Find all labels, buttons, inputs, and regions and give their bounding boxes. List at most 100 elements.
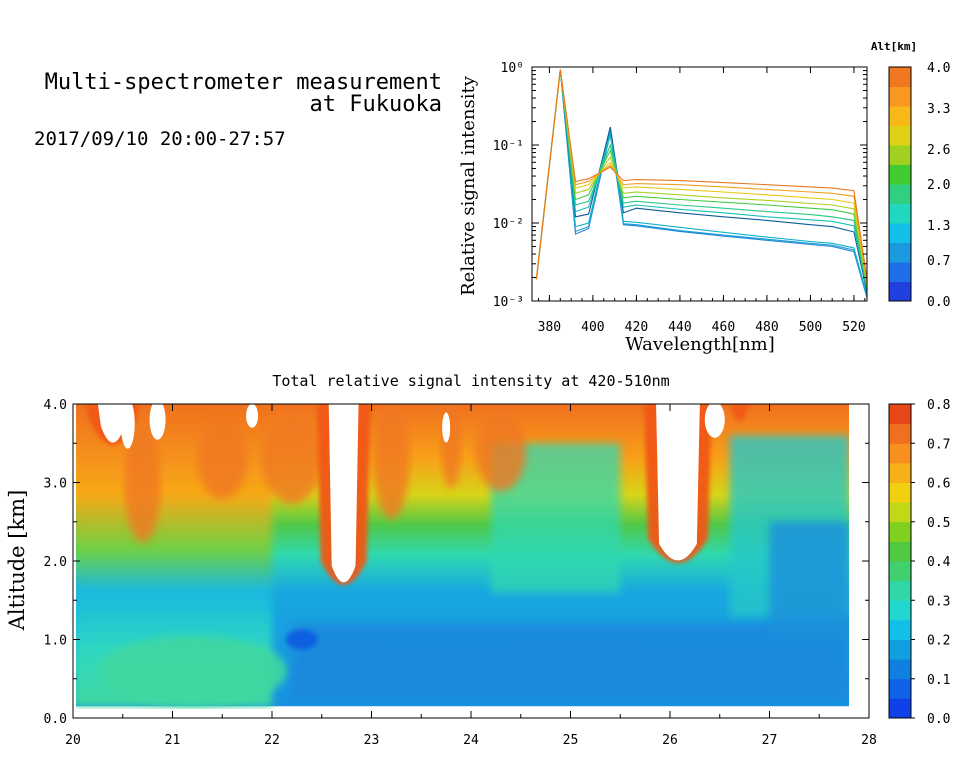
spectrum-colorbar-swatch: [889, 242, 911, 263]
heatmap-colorbar-swatch: [889, 443, 911, 464]
heatmap-colorbar-label: 0.0: [927, 712, 950, 727]
heatmap-colorbar-label: 0.7: [927, 437, 950, 452]
title-line-1: Multi-spectrometer measurement: [44, 70, 442, 95]
spectrum-series-line-1: [535, 69, 868, 298]
heatmap-y-axis-label: Altitude [km]: [5, 490, 29, 632]
heatmap-x-tick-label: 23: [364, 733, 380, 748]
cloud-saturated-speck: [246, 404, 259, 428]
spectrum-colorbar-label: 4.0: [927, 61, 950, 76]
figure-title: Multi-spectrometer measurement at Fukuok…: [10, 72, 442, 116]
spectrum-colorbar-label: 2.6: [927, 143, 950, 158]
heatmap-title: Total relative signal intensity at 420-5…: [272, 372, 669, 390]
spectrum-y-tick-label: 10⁻¹: [493, 139, 524, 154]
spectrum-colorbar-label: 0.7: [927, 254, 950, 269]
spectrum-series-line-4: [535, 69, 868, 290]
cloud-saturated-region: [656, 404, 700, 561]
heatmap-y-tick-label: 3.0: [44, 477, 67, 492]
spectrum-x-tick-label: 440: [668, 320, 691, 335]
spectrum-x-tick-label: 480: [755, 320, 778, 335]
cloud-saturated-speck: [149, 404, 166, 440]
heatmap-colorbar-swatch: [889, 659, 911, 680]
heatmap-colorbar-label: 0.1: [927, 673, 950, 688]
heatmap-y-tick-label: 2.0: [44, 555, 67, 570]
heatmap-colorbar-swatch: [889, 561, 911, 582]
spectrum-y-tick-label: 10⁻²: [493, 217, 524, 232]
heatmap-y-tick-label: 0.0: [44, 712, 67, 727]
heatmap-colorbar-label: 0.5: [927, 516, 950, 531]
heatmap-colorbar-swatch: [889, 404, 911, 425]
heatmap-colorbar-swatch: [889, 541, 911, 562]
spectrum-colorbar-swatch: [889, 262, 911, 282]
heatmap-intensity-streak: [441, 404, 462, 489]
spectrum-colorbar-swatch: [889, 86, 911, 107]
spectrum-colorbar-swatch: [889, 164, 911, 185]
spectrum-y-tick-label: 10⁰: [501, 61, 524, 76]
spectrum-colorbar-swatch: [889, 223, 911, 243]
heatmap-colorbar-label: 0.2: [927, 634, 950, 649]
spectrum-series-line-7: [535, 69, 868, 286]
heatmap-colorbar-swatch: [889, 639, 911, 660]
spectrum-colorbar-swatch: [889, 203, 911, 224]
spectrum-series-line-6: [535, 69, 868, 288]
spectrum-series-line-10: [535, 69, 868, 280]
heatmap-x-tick-label: 26: [662, 733, 678, 748]
heatmap-y-tick-label: 1.0: [44, 634, 67, 649]
spectrum-series-line-0: [535, 69, 868, 298]
heatmap-colorbar-swatch: [889, 521, 911, 542]
heatmap-x-tick-label: 28: [861, 733, 877, 748]
heatmap-colorbar-swatch: [889, 678, 911, 699]
heatmap-field-lower: [291, 623, 849, 699]
heatmap-intensity-streak: [261, 413, 322, 504]
heatmap-intensity-streak: [373, 404, 410, 519]
spectrum-colorbar-swatch: [889, 281, 911, 302]
spectrum-colorbar-title: Alt[km]: [871, 40, 917, 53]
heatmap-colorbar-swatch: [889, 462, 911, 483]
heatmap-x-tick-label: 27: [762, 733, 778, 748]
heatmap-field-right-low: [769, 521, 849, 640]
spectrum-line-chart: 380 400 420 440 460 480 500 52010⁻³10⁻²10⁻¹10⁰ …: [458, 40, 950, 355]
heatmap-colorbar-label: 0.6: [927, 477, 950, 492]
spectrum-colorbar-swatch: [889, 106, 911, 126]
heatmap-colorbar-label: 0.8: [927, 398, 950, 413]
spectrum-x-tick-label: 380: [538, 320, 561, 335]
cloud-saturated-region: [736, 404, 743, 420]
spectrum-x-tick-label: 460: [712, 320, 735, 335]
heatmap-colorbar-swatch: [889, 502, 911, 523]
spectrum-plot-frame: [531, 66, 868, 302]
heatmap-colorbar-swatch: [889, 482, 911, 503]
spectrum-y-axis-label: Relative signal intensity: [458, 75, 479, 296]
spectrum-series-line-5: [535, 69, 868, 288]
heatmap-colorbar-swatch: [889, 423, 911, 444]
heatmap-intensity-streak: [197, 418, 248, 499]
heatmap-y-tick-label: 4.0: [44, 398, 67, 413]
heatmap-blob: [97, 635, 288, 706]
spectrum-series-line-2: [535, 69, 868, 295]
spectrum-colorbar-frame: [888, 66, 912, 302]
spectrum-colorbar-label: 0.0: [927, 295, 950, 310]
heatmap-colorbar-label: 0.3: [927, 594, 950, 609]
spectrum-colorbar-swatch: [889, 145, 911, 165]
heatmap-intensity-streak: [124, 422, 161, 543]
spectrum-colorbar-swatch: [889, 67, 911, 87]
spectrum-series-line-3: [535, 69, 868, 293]
heatmap-x-tick-label: 22: [264, 733, 280, 748]
heatmap-intensity-streak: [475, 411, 526, 492]
title-line-2: at Fukuoka: [309, 92, 442, 117]
spectrum-y-tick-label: 10⁻³: [493, 295, 524, 310]
heatmap-x-tick-label: 21: [165, 733, 181, 748]
cloud-saturated-speck: [704, 404, 725, 438]
heatmap-colorbar-swatch: [889, 619, 911, 640]
cloud-saturated-speck: [120, 404, 135, 449]
heatmap-x-tick-label: 24: [463, 733, 479, 748]
heatmap-colorbar-swatch: [889, 698, 911, 719]
spectrum-colorbar-label: 3.3: [927, 102, 950, 117]
spectrum-colorbar-swatch: [889, 125, 911, 146]
heatmap-colorbar-swatch: [889, 600, 911, 621]
heatmap-x-tick-label: 25: [563, 733, 579, 748]
spectrum-x-tick-label: 500: [799, 320, 822, 335]
spectrum-colorbar-swatch: [889, 184, 911, 204]
spectrum-x-tick-label: 400: [581, 320, 604, 335]
heatmap-colorbar-label: 0.4: [927, 555, 951, 570]
spectrum-series-line-8: [535, 69, 868, 284]
spectrum-x-axis-label: Wavelength[nm]: [625, 334, 775, 355]
